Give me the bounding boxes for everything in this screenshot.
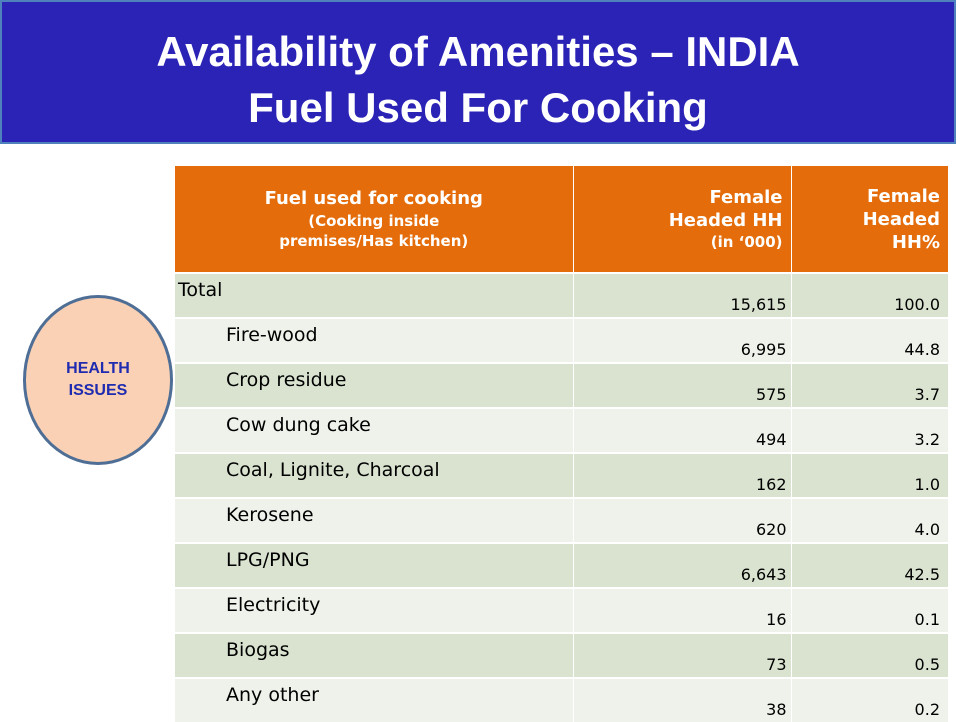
table-row: LPG/PNG 6,643 42.5	[175, 542, 948, 588]
row-label: Kerosene	[175, 497, 574, 543]
page-subtitle: Fuel Used For Cooking	[248, 84, 708, 131]
header-hh-line-1: Female	[709, 186, 783, 208]
row-label: LPG/PNG	[175, 542, 574, 588]
header-hh: Female Headed HH (in ‘000)	[573, 166, 792, 273]
row-pct-value: 4.0	[791, 497, 948, 543]
callout-line-2: ISSUES	[68, 382, 128, 399]
table-header-row: Fuel used for cooking (Cooking inside pr…	[175, 166, 948, 273]
row-hh-value: 16	[573, 587, 792, 633]
row-hh-value: 6,995	[573, 317, 792, 363]
row-pct-value: 42.5	[791, 542, 948, 588]
header-fuel-line-1: Fuel used for cooking	[264, 188, 483, 209]
row-pct-value: 3.2	[791, 407, 948, 453]
row-hh-value: 38	[573, 677, 792, 722]
header-pct-line-3: HH%	[891, 231, 940, 253]
table-row: Kerosene 620 4.0	[175, 497, 948, 543]
table-row: Biogas 73 0.5	[175, 632, 948, 678]
row-pct-value: 44.8	[791, 317, 948, 363]
table-row: Fire-wood 6,995 44.8	[175, 317, 948, 363]
header-hh-line-3: (in ‘000)	[710, 232, 783, 251]
page-title: Availability of Amenities – INDIA	[156, 28, 800, 75]
header-pct: Female Headed HH%	[791, 166, 948, 273]
row-pct-value: 0.5	[791, 632, 948, 678]
header-fuel-line-2: (Cooking inside	[308, 212, 440, 230]
row-label: Crop residue	[175, 362, 574, 408]
row-pct-value: 3.7	[791, 362, 948, 408]
fuel-table: Fuel used for cooking (Cooking inside pr…	[175, 166, 948, 722]
row-hh-value: 6,643	[573, 542, 792, 588]
health-issues-callout: HEALTH ISSUES	[23, 295, 173, 465]
row-hh-value: 162	[573, 452, 792, 498]
table-row: Crop residue 575 3.7	[175, 362, 948, 408]
row-label: Fire-wood	[175, 317, 574, 363]
row-hh-value: 73	[573, 632, 792, 678]
row-pct-value: 0.2	[791, 677, 948, 722]
table-row: Any other 38 0.2	[175, 677, 948, 722]
header-fuel: Fuel used for cooking (Cooking inside pr…	[175, 166, 574, 273]
callout-line-1: HEALTH	[66, 360, 130, 377]
row-pct-value: 100.0	[791, 272, 948, 318]
header-hh-line-2: Headed HH	[668, 209, 783, 231]
row-pct-value: 0.1	[791, 587, 948, 633]
header-fuel-line-3: premises/Has kitchen)	[279, 232, 469, 250]
row-label: Coal, Lignite, Charcoal	[175, 452, 574, 498]
header-pct-line-2: Headed	[862, 208, 940, 230]
title-banner: Availability of Amenities – INDIA Fuel U…	[0, 0, 956, 144]
table-row: Cow dung cake 494 3.2	[175, 407, 948, 453]
row-hh-value: 620	[573, 497, 792, 543]
row-hh-value: 15,615	[573, 272, 792, 318]
row-label: Electricity	[175, 587, 574, 633]
row-label: Any other	[175, 677, 574, 722]
table-row: Total 15,615 100.0	[175, 272, 948, 318]
row-hh-value: 494	[573, 407, 792, 453]
row-hh-value: 575	[573, 362, 792, 408]
header-pct-line-1: Female	[866, 185, 940, 207]
table-row: Electricity 16 0.1	[175, 587, 948, 633]
row-pct-value: 1.0	[791, 452, 948, 498]
row-label: Biogas	[175, 632, 574, 678]
row-label: Total	[175, 272, 574, 318]
table-row: Coal, Lignite, Charcoal 162 1.0	[175, 452, 948, 498]
row-label: Cow dung cake	[175, 407, 574, 453]
